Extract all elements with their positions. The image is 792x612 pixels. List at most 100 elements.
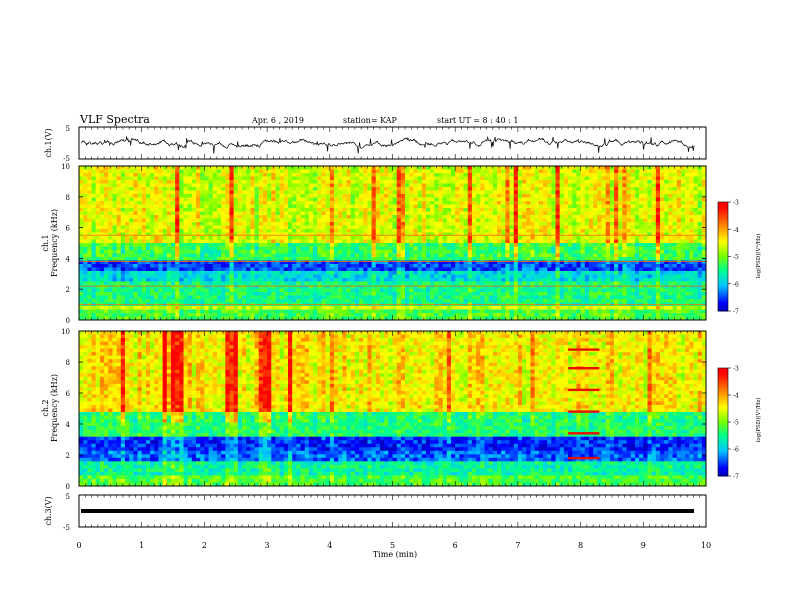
ch1-spectrogram-cell — [124, 173, 130, 177]
ch1-spectrogram-cell — [463, 183, 469, 188]
ch1-spectrogram-cell — [442, 197, 448, 202]
ch1-spectrogram-cell — [333, 267, 339, 272]
ch1-spectrogram-cell — [668, 201, 673, 205]
ch1-spectrogram-cell — [304, 197, 310, 202]
ch1-spectrogram-cell — [108, 169, 113, 174]
ch1-spectrogram-cell — [246, 211, 251, 216]
ch1-spectrogram-cell — [258, 222, 264, 226]
ch1-spectrogram-cell — [438, 176, 444, 181]
ch1-spectrogram-cell — [576, 243, 581, 247]
ch1-spectrogram-cell — [104, 232, 109, 237]
ch1-spectrogram-cell — [225, 201, 230, 205]
ch1-spectrogram-cell — [685, 176, 690, 181]
ch1-spectrogram-cell — [509, 236, 515, 240]
ch1-spectrogram-cell — [421, 176, 427, 181]
ch1-spectrogram-cell — [116, 274, 122, 279]
ch1-spectrogram-cell — [701, 218, 707, 223]
ch1-spectrogram-cell — [79, 194, 84, 198]
ch1-spectrogram-cell — [672, 229, 678, 233]
ch1-spectrogram-cell — [476, 225, 481, 230]
ch1-spectrogram-row — [79, 201, 707, 205]
ch1-spectrogram-cell — [643, 211, 648, 216]
ch1-spectrogram-cell — [229, 271, 235, 275]
ch1-spectrogram-cell — [150, 239, 155, 244]
ch1-spectrogram-cell — [87, 253, 92, 258]
ch1-spectrogram-cell — [651, 183, 657, 188]
ch1-spectrogram-cell — [467, 253, 473, 258]
ch1-spectrogram-cell — [534, 180, 540, 184]
ch1-spectrogram-cell — [542, 173, 548, 177]
ch1-spectrogram-cell — [200, 246, 205, 251]
ch1-spectrogram-cell — [664, 257, 669, 261]
ch1-spectrogram-cell — [379, 267, 385, 272]
ch1-spectrogram-cell — [689, 208, 694, 212]
ch1-spectrogram-cell — [179, 250, 184, 254]
ch1-spectrogram-cell — [91, 197, 97, 202]
ch1-spectrogram-cell — [79, 232, 84, 237]
ch1-spectrogram-cell — [559, 239, 565, 244]
ch1-spectrogram-cell — [233, 271, 239, 275]
ch1-spectrogram-cell — [279, 250, 285, 254]
ch1-spectrogram-cell — [104, 250, 109, 254]
ch1-spectrogram-cell — [664, 204, 669, 209]
ch1-spectrogram-cell — [446, 204, 452, 209]
ch1-spectrogram-cell — [614, 267, 619, 272]
ch1-spectrogram-cell — [697, 225, 703, 230]
ch1-spectrogram-cell — [271, 274, 276, 279]
ch1-spectrogram-cell — [187, 173, 193, 177]
ch1-spectrogram-cell — [262, 190, 268, 195]
ch1-spectrogram-cell — [526, 260, 531, 265]
ch1-spectrogram-cell — [497, 211, 502, 216]
ch1-spectrogram-cell — [175, 176, 180, 181]
ch1-spectrogram-cell — [254, 201, 260, 205]
ch1-spectrogram-cell — [321, 250, 327, 254]
ch1-spectrogram-cell — [622, 176, 627, 181]
ch1-spectrogram-cell — [363, 264, 368, 268]
ch1-spectrogram-cell — [388, 257, 393, 261]
ch1-spectrogram-cell — [542, 215, 548, 219]
ch1-spectrogram-cell — [471, 211, 477, 216]
ch1-spectrogram-cell — [522, 239, 527, 244]
ch1-spectrogram-cell — [158, 208, 163, 212]
ch1-spectrogram-cell — [342, 274, 347, 279]
ch1-spectrogram-cell — [517, 267, 523, 272]
ch1-spectrogram-cell — [467, 166, 473, 170]
ch1-spectrogram-cell — [338, 239, 343, 244]
ch1-spectrogram-cell — [538, 243, 544, 247]
ch1-spectrogram-cell — [346, 208, 352, 212]
ch1-spectrogram-cell — [655, 267, 661, 272]
ch1-spectrogram-cell — [162, 229, 168, 233]
ch1-spectrogram-cell — [563, 232, 569, 237]
ch1-spectrogram-cell — [597, 197, 602, 202]
ch1-spectrogram-cell — [354, 264, 360, 268]
ch1-spectrogram-cell — [622, 197, 627, 202]
ch1-spectrogram-cell — [350, 274, 356, 279]
ch1-spectrogram-cell — [576, 208, 581, 212]
ch1-spectrogram-cell — [517, 211, 523, 216]
ch1-spectrogram-cell — [509, 274, 515, 279]
ch1-spectrogram-cell — [530, 232, 536, 237]
ch1-spectrogram-cell — [622, 257, 627, 261]
ch1-spectrogram-cell — [484, 246, 490, 251]
ch1-spectrogram-cell — [246, 208, 251, 212]
ch1-spectrogram-cell — [634, 260, 640, 265]
ch1-spectrogram-cell — [593, 183, 598, 188]
ch1-spectrogram-cell — [476, 176, 481, 181]
ch1-spectrogram-cell — [438, 211, 444, 216]
ch1-spectrogram-cell — [534, 229, 540, 233]
ch1-spectrogram-cell — [480, 169, 485, 174]
ch1-spectrogram-cell — [497, 176, 502, 181]
ch1-spectrogram-cell — [605, 194, 611, 198]
ch1-spectrogram-cell — [116, 236, 122, 240]
ch1-spectrogram-cell — [664, 260, 669, 265]
ch1-spectrogram-cell — [258, 211, 264, 216]
ch1-spectrogram-cell — [388, 204, 393, 209]
ch1-spectrogram-cell — [308, 197, 314, 202]
ch1-spectrogram-cell — [396, 257, 402, 261]
ch1-spectrogram-cell — [547, 183, 552, 188]
ch1-spectrogram-cell — [87, 250, 92, 254]
ch1-spectrogram-cell — [196, 260, 201, 265]
ch1-spectrogram-cell — [434, 253, 439, 258]
ch1-spectrogram-cell — [584, 204, 590, 209]
ch1-spectrogram-cell — [455, 169, 460, 174]
